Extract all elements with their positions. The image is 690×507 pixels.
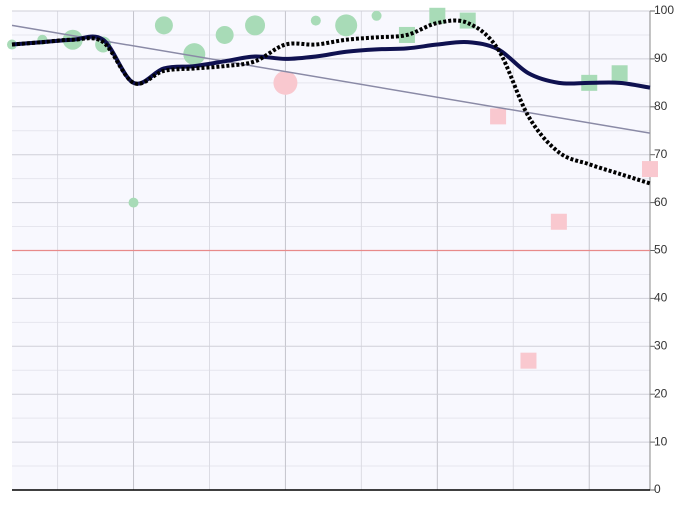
bubble <box>335 14 358 37</box>
square-marker <box>642 161 658 178</box>
bubble <box>273 70 298 95</box>
y-tick-label: 80 <box>654 99 668 113</box>
y-tick-label: 10 <box>654 434 668 448</box>
y-tick-label: 50 <box>654 243 668 257</box>
square-marker <box>611 65 628 82</box>
bubble <box>215 25 234 44</box>
bubble <box>310 15 321 26</box>
trend-line <box>11 24 651 134</box>
square-marker <box>429 7 446 24</box>
bubble <box>128 197 139 208</box>
square-marker <box>550 213 567 230</box>
y-tick-label: 0 <box>654 482 661 496</box>
y-tick-label: 70 <box>654 147 668 161</box>
y-tick-label: 30 <box>654 338 668 352</box>
y-tick-label: 40 <box>654 291 668 305</box>
bubble <box>371 10 382 21</box>
square-marker <box>520 352 537 369</box>
bubble <box>154 16 173 35</box>
bubble <box>183 43 206 66</box>
square-marker <box>459 12 476 29</box>
y-tick-label: 100 <box>654 3 674 17</box>
square-marker <box>490 108 507 125</box>
bubble <box>245 15 266 36</box>
smooth-line <box>11 18 651 186</box>
y-tick-label: 90 <box>654 51 668 65</box>
y-tick-label: 60 <box>654 195 668 209</box>
y-tick-label: 20 <box>654 386 668 400</box>
